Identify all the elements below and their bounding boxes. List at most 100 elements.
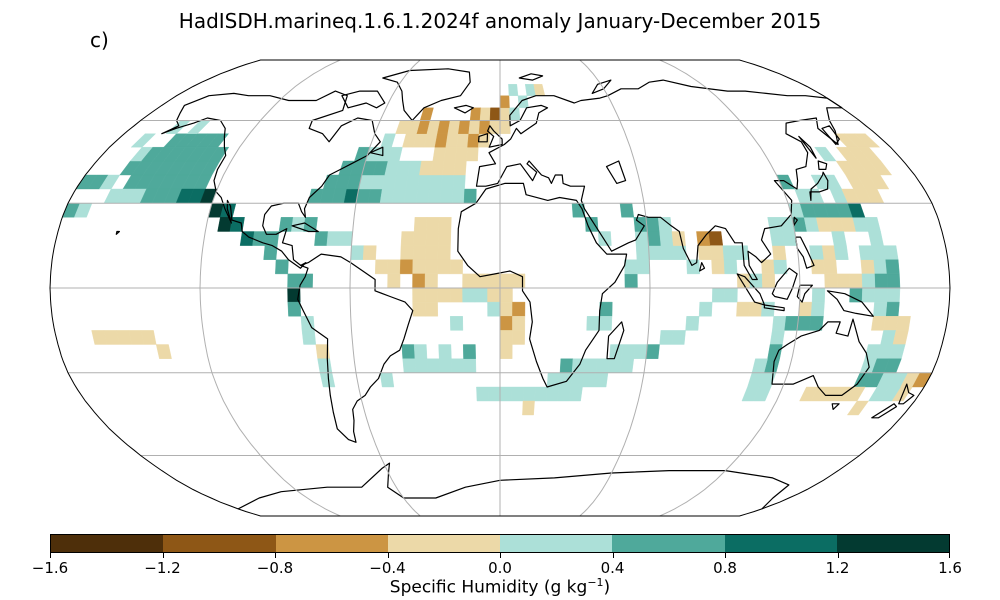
anomaly-cell [454,147,468,162]
anomaly-cell [499,386,513,402]
anomaly-cell [534,386,548,402]
coastline-taiwan [793,216,798,227]
anomaly-cell [512,316,526,331]
coastline-newfoundland [369,146,384,157]
anomaly-cell [429,174,443,190]
anomaly-cell [338,231,353,246]
anomaly-cell [379,188,395,204]
anomaly-cell [463,188,477,204]
anomaly-cell [583,358,598,373]
anomaly-cell [671,330,686,345]
anomaly-cell [476,386,489,402]
anomaly-cell [140,330,157,345]
colorbar-tick-label: 0.0 [488,559,512,577]
anomaly-cell [607,358,622,373]
anomaly-cell [155,344,172,359]
anomaly-cell [861,273,876,289]
anomaly-cell [412,273,426,289]
coastline-hawaii [115,230,120,235]
anomaly-cell [264,231,280,246]
anomaly-cell [624,259,638,275]
anomaly-cell [415,188,430,204]
anomaly-cell [275,259,289,275]
anomaly-cell [424,287,438,303]
anomaly-cell [761,259,775,275]
coastline-australia [771,318,870,396]
coastline-sulawesi [796,284,813,303]
anomaly-cell [722,245,737,260]
anomaly-cell [823,259,838,275]
anomaly-cell [462,344,476,359]
anomaly-cell [512,330,526,345]
anomaly-cell [499,107,511,121]
anomaly-cell [711,287,726,303]
anomaly-cell [452,174,466,190]
anomaly-cell [724,287,738,303]
anomaly-cell [772,316,787,331]
graticule-meridian [659,60,801,516]
anomaly-cell [558,372,573,388]
anomaly-cell [314,231,329,246]
anomaly-cell [648,245,663,260]
coastline-antarctica [237,462,790,510]
anomaly-cell [400,231,415,246]
anomaly-cell [424,259,439,275]
anomaly-cell [598,316,613,331]
anomaly-cell [858,245,874,260]
anomaly-cell [412,259,426,275]
graticule [50,60,950,516]
anomaly-cell [424,301,439,317]
anomaly-cell [874,287,888,303]
colorbar-tick-label: −1.2 [144,559,181,577]
coastline-tasmania [831,403,840,410]
coastline-madagascar [606,321,625,360]
anomaly-cell [445,133,459,148]
coastlines [115,68,915,510]
anomaly-cell [399,259,414,275]
anomaly-cell [479,107,491,121]
anomaly-cell [871,316,886,331]
anomaly-cell [487,273,501,289]
anomaly-cell [413,344,428,359]
anomaly-cell [499,287,513,303]
anomaly-cell [836,273,851,289]
anomaly-cell [586,316,600,331]
anomaly-cell [749,273,763,289]
coastline-greenland [382,68,471,122]
anomaly-cell [885,259,900,275]
map-title: HadISDH.marineq.1.6.1.2024f anomaly Janu… [178,9,822,33]
anomaly-cell [660,245,675,260]
anomaly-cell [633,217,648,232]
anomaly-cell [417,174,432,190]
anomaly-cell [621,344,636,359]
colorbar-tick-label: −0.4 [369,559,406,577]
colorbar-tick-label: 1.6 [938,559,962,577]
anomaly-cell [619,203,635,218]
anomaly-cell [874,273,888,289]
anomaly-cell [499,301,513,317]
colorbar-segment [51,535,164,552]
colorbar-segment [724,535,837,552]
anomaly-cell [449,287,463,303]
colorbar-segment [275,535,388,552]
anomaly-cell [438,358,453,373]
anomaly-cell [723,259,738,275]
anomaly-cell [833,245,849,260]
anomaly-cell [374,259,389,275]
colorbar-tick [949,553,950,558]
anomaly-cell [412,287,426,303]
anomaly-cell [326,231,341,246]
anomaly-cell [582,372,597,388]
anomaly-cell [387,259,401,275]
anomaly-cell [442,160,456,176]
graticule-meridian [199,60,341,516]
anomaly-cell [736,301,750,317]
anomaly-cell [868,231,884,246]
colorbar-tick-label: 0.8 [713,559,737,577]
anomaly-cell [824,273,838,289]
coastline-ireland [478,133,489,143]
anomaly-cell [413,217,428,232]
colorbar-tick [725,553,726,558]
anomaly-cell [430,160,445,176]
anomaly-cell [846,400,869,416]
